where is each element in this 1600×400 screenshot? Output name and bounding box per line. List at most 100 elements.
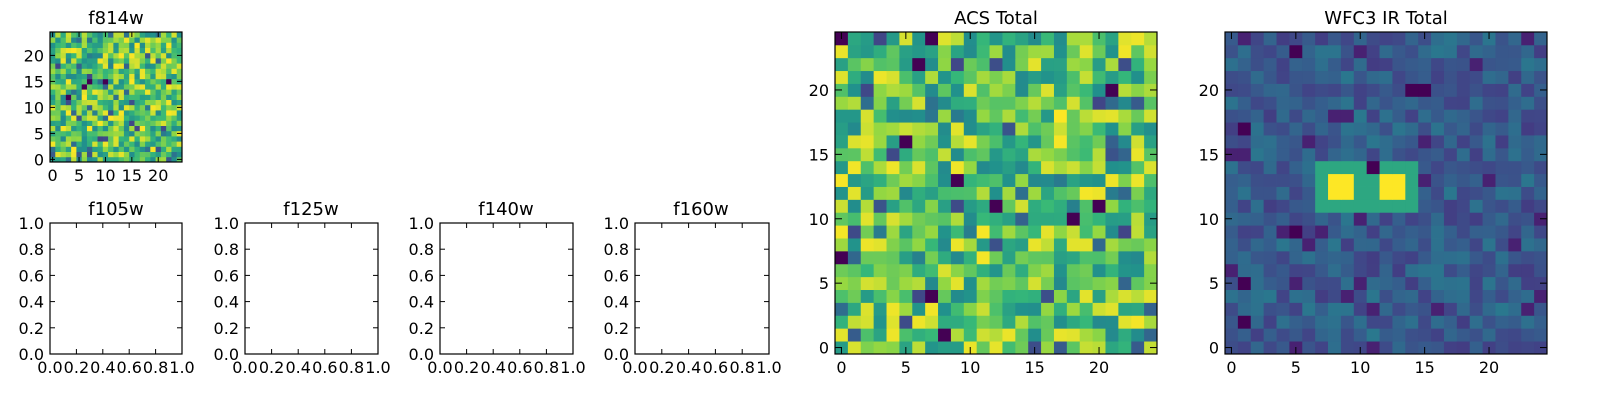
- heatmap-cell: [65, 130, 72, 137]
- heatmap-cell: [102, 130, 109, 137]
- heatmap-cell: [102, 120, 109, 126]
- heatmap-cell: [1002, 109, 1016, 123]
- heatmap-cell: [1328, 199, 1342, 213]
- heatmap-cell: [1366, 122, 1380, 136]
- heatmap-cell: [1392, 289, 1406, 303]
- heatmap-cell: [86, 156, 93, 163]
- heatmap-cell: [1028, 225, 1042, 239]
- heatmap-cell: [860, 341, 875, 355]
- heatmap-cell: [1144, 173, 1158, 187]
- heatmap-cell: [976, 57, 990, 72]
- heatmap-cell: [134, 141, 141, 147]
- heatmap-cell: [899, 186, 913, 200]
- heatmap-cell: [86, 110, 93, 116]
- heatmap-cell: [55, 78, 61, 85]
- heatmap-cell: [108, 151, 114, 158]
- heatmap-cell: [938, 160, 952, 175]
- heatmap-cell: [1379, 263, 1393, 278]
- y-tick-label: 0.4: [19, 293, 44, 312]
- heatmap-cell: [160, 141, 167, 147]
- heatmap-cell: [1225, 109, 1239, 123]
- heatmap-cell: [1508, 122, 1522, 136]
- heatmap-cell: [150, 125, 156, 132]
- heatmap-cell: [60, 89, 67, 95]
- heatmap-cell: [129, 125, 135, 132]
- heatmap-cell: [1041, 57, 1055, 72]
- heatmap-cell: [102, 94, 109, 100]
- heatmap-cell: [60, 99, 67, 106]
- heatmap-cell: [925, 276, 939, 290]
- heatmap-cell: [1105, 302, 1119, 316]
- heatmap-cell: [1431, 160, 1445, 175]
- x-tick-label: 1.0: [560, 358, 585, 377]
- heatmap-cell: [1002, 263, 1016, 278]
- heatmap-cell: [950, 225, 965, 239]
- heatmap-cell: [108, 84, 114, 90]
- heatmap-cell: [1276, 147, 1290, 162]
- heatmap-cell: [176, 110, 183, 116]
- heatmap-cell: [1015, 135, 1029, 149]
- heatmap-cell: [1482, 328, 1496, 342]
- heatmap-cell: [1405, 122, 1419, 136]
- heatmap-cell: [912, 122, 926, 136]
- heatmap-cell: [171, 47, 178, 54]
- heatmap-cell: [155, 73, 162, 80]
- heatmap-cell: [1456, 173, 1471, 187]
- heatmap-cell: [1276, 199, 1290, 213]
- heatmap-cell: [1328, 147, 1342, 162]
- heatmap-cell: [1118, 186, 1132, 200]
- heatmap-cell: [1456, 212, 1471, 226]
- panel-f140w: f140w 0.0 0.2 0.4 0.6 0.8 1.00.00.20.40.60.81…: [409, 199, 586, 377]
- heatmap-cell: [1328, 57, 1342, 72]
- heatmap-cell: [65, 110, 72, 116]
- heatmap-cell: [1534, 238, 1548, 252]
- heatmap-cell: [129, 110, 135, 116]
- heatmap-cell: [1015, 263, 1029, 278]
- heatmap-cell: [1002, 96, 1016, 110]
- heatmap-cell: [1079, 44, 1093, 59]
- heatmap-cell: [1340, 122, 1355, 136]
- heatmap-cell: [1508, 238, 1522, 252]
- heatmap-cell: [1353, 109, 1368, 123]
- heatmap-cell: [950, 160, 965, 175]
- heatmap-cell: [835, 70, 849, 84]
- heatmap-cell: [1276, 160, 1290, 175]
- heatmap-cell: [1482, 315, 1496, 329]
- heatmap-cell: [938, 302, 952, 316]
- heatmap-cell: [950, 83, 965, 97]
- heatmap-cell: [847, 328, 862, 342]
- heatmap-cell: [1105, 57, 1119, 72]
- heatmap-cell: [1015, 212, 1029, 226]
- heatmap-cell: [1028, 96, 1042, 110]
- heatmap-cell: [113, 115, 120, 121]
- heatmap-cell: [1053, 70, 1068, 84]
- heatmap-cell: [1482, 276, 1496, 290]
- heatmap-cell: [950, 96, 965, 110]
- heatmap-cell: [1092, 238, 1106, 252]
- heatmap-cell: [873, 250, 887, 265]
- heatmap-cell: [1521, 83, 1535, 97]
- heatmap-cell: [1041, 122, 1055, 136]
- heatmap-cell: [65, 136, 72, 142]
- heatmap-cell: [1105, 83, 1119, 97]
- heatmap-cell: [166, 32, 172, 38]
- heatmap-cell: [847, 57, 862, 72]
- heatmap-cell: [963, 276, 978, 290]
- heatmap-cell: [1079, 276, 1093, 290]
- heatmap-cell: [134, 151, 141, 158]
- heatmap-cell: [76, 130, 83, 137]
- heatmap-cell: [65, 78, 72, 85]
- heatmap-cell: [1302, 315, 1316, 329]
- heatmap-cell: [1237, 57, 1252, 72]
- heatmap-cell: [134, 99, 141, 106]
- y-tick-label: 0.0: [19, 345, 44, 364]
- heatmap-cell: [97, 130, 104, 137]
- heatmap-cell: [912, 147, 926, 162]
- heatmap-cell: [123, 84, 130, 90]
- heatmap-cell: [1276, 96, 1290, 110]
- heatmap-cell: [76, 125, 83, 132]
- heatmap-cell: [108, 78, 114, 85]
- heatmap-cell: [989, 32, 1003, 46]
- heatmap-cell: [1366, 289, 1380, 303]
